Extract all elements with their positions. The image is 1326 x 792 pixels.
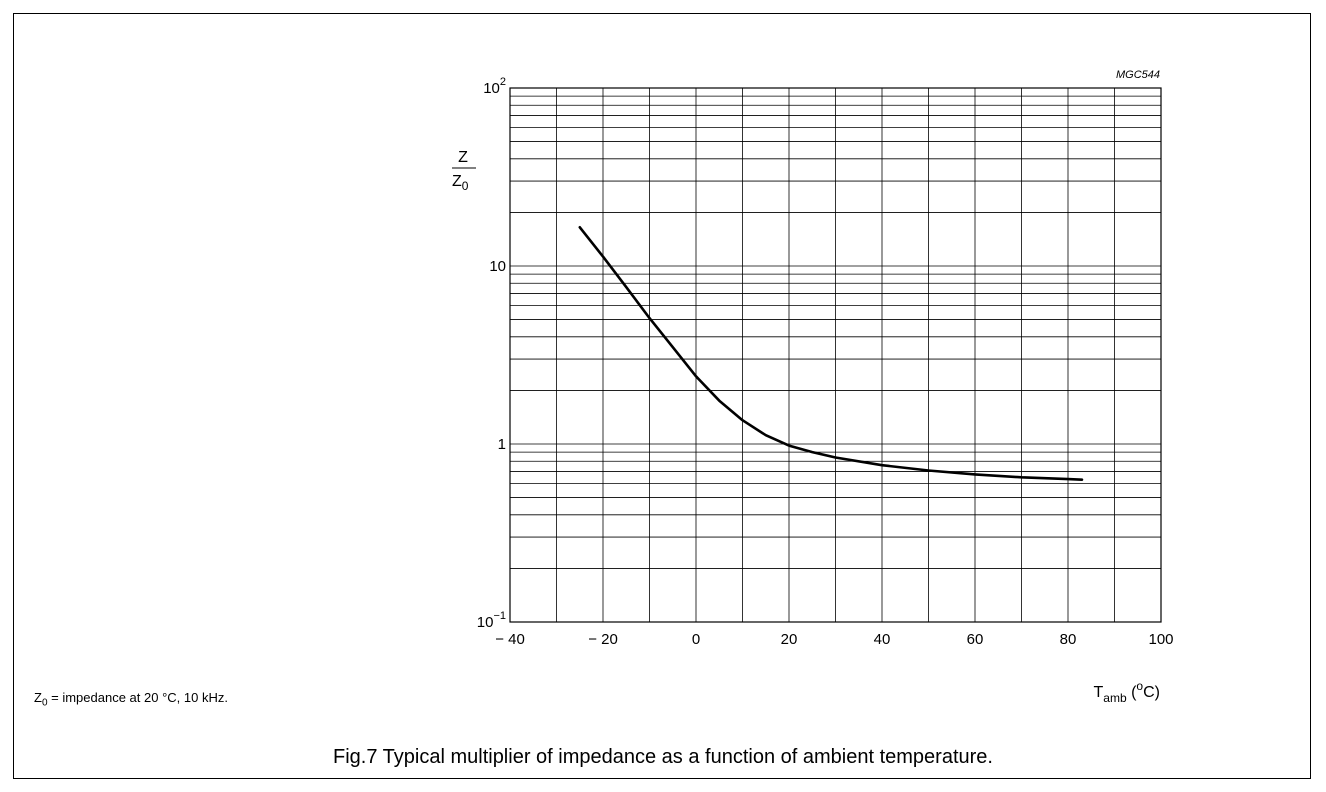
x-tick-label: − 20 [588,631,618,648]
y-label-numerator: Z [458,149,468,166]
x-tick-labels: − 40 − 20 0 20 40 60 80 100 [495,631,1173,648]
figure-frame [13,13,1311,779]
y-tick-label: 10 [489,258,506,275]
plot-border [509,87,1162,623]
figure-code: MGC544 [1116,69,1160,81]
y-tick-label: 1 [498,436,506,453]
x-tick-label: 20 [781,631,798,648]
y-tick-labels: 102 10 1 10−1 [477,76,506,631]
footnote: Z0 = impedance at 20 °C, 10 kHz. [34,690,228,709]
x-tick-label: − 40 [495,631,525,648]
x-tick-label: 60 [967,631,984,648]
figure-caption: Fig.7 Typical multiplier of impedance as… [333,746,993,768]
x-axis-label: Tamb (oC) [1094,679,1160,705]
x-tick-label: 80 [1060,631,1077,648]
x-tick-label: 0 [692,631,700,648]
y-tick-label: 102 [483,76,506,97]
y-tick-label: 10−1 [477,610,506,631]
y-label-denominator: Z0 [452,173,469,193]
y-axis-label: Z Z0 [452,149,476,193]
x-tick-label: 40 [874,631,891,648]
x-tick-label: 100 [1148,631,1173,648]
chart-grid [510,88,1161,622]
impedance-curve [578,226,1084,481]
